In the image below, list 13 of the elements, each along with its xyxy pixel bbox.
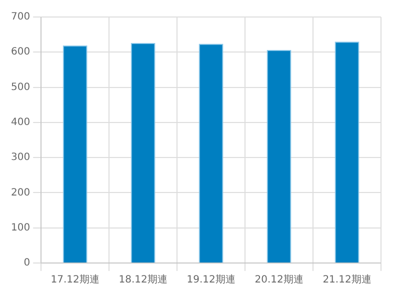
y-tick-label: 300 bbox=[10, 152, 30, 164]
y-tick-label: 400 bbox=[10, 117, 30, 128]
y-tick-label: 200 bbox=[10, 187, 30, 198]
y-tick-label: 500 bbox=[10, 82, 30, 93]
y-tick-label: 0 bbox=[24, 258, 30, 269]
x-tick-label: 20.12期連 bbox=[254, 274, 304, 286]
x-tick-label: 19.12期連 bbox=[186, 274, 236, 286]
x-tick-label: 21.12期連 bbox=[322, 274, 372, 286]
y-tick-label: 700 bbox=[10, 12, 30, 23]
x-tick-label: 17.12期連 bbox=[50, 274, 100, 286]
x-tick-label: 18.12期連 bbox=[118, 274, 168, 286]
y-tick-label: 600 bbox=[10, 46, 30, 58]
y-tick-label: 100 bbox=[10, 222, 30, 234]
